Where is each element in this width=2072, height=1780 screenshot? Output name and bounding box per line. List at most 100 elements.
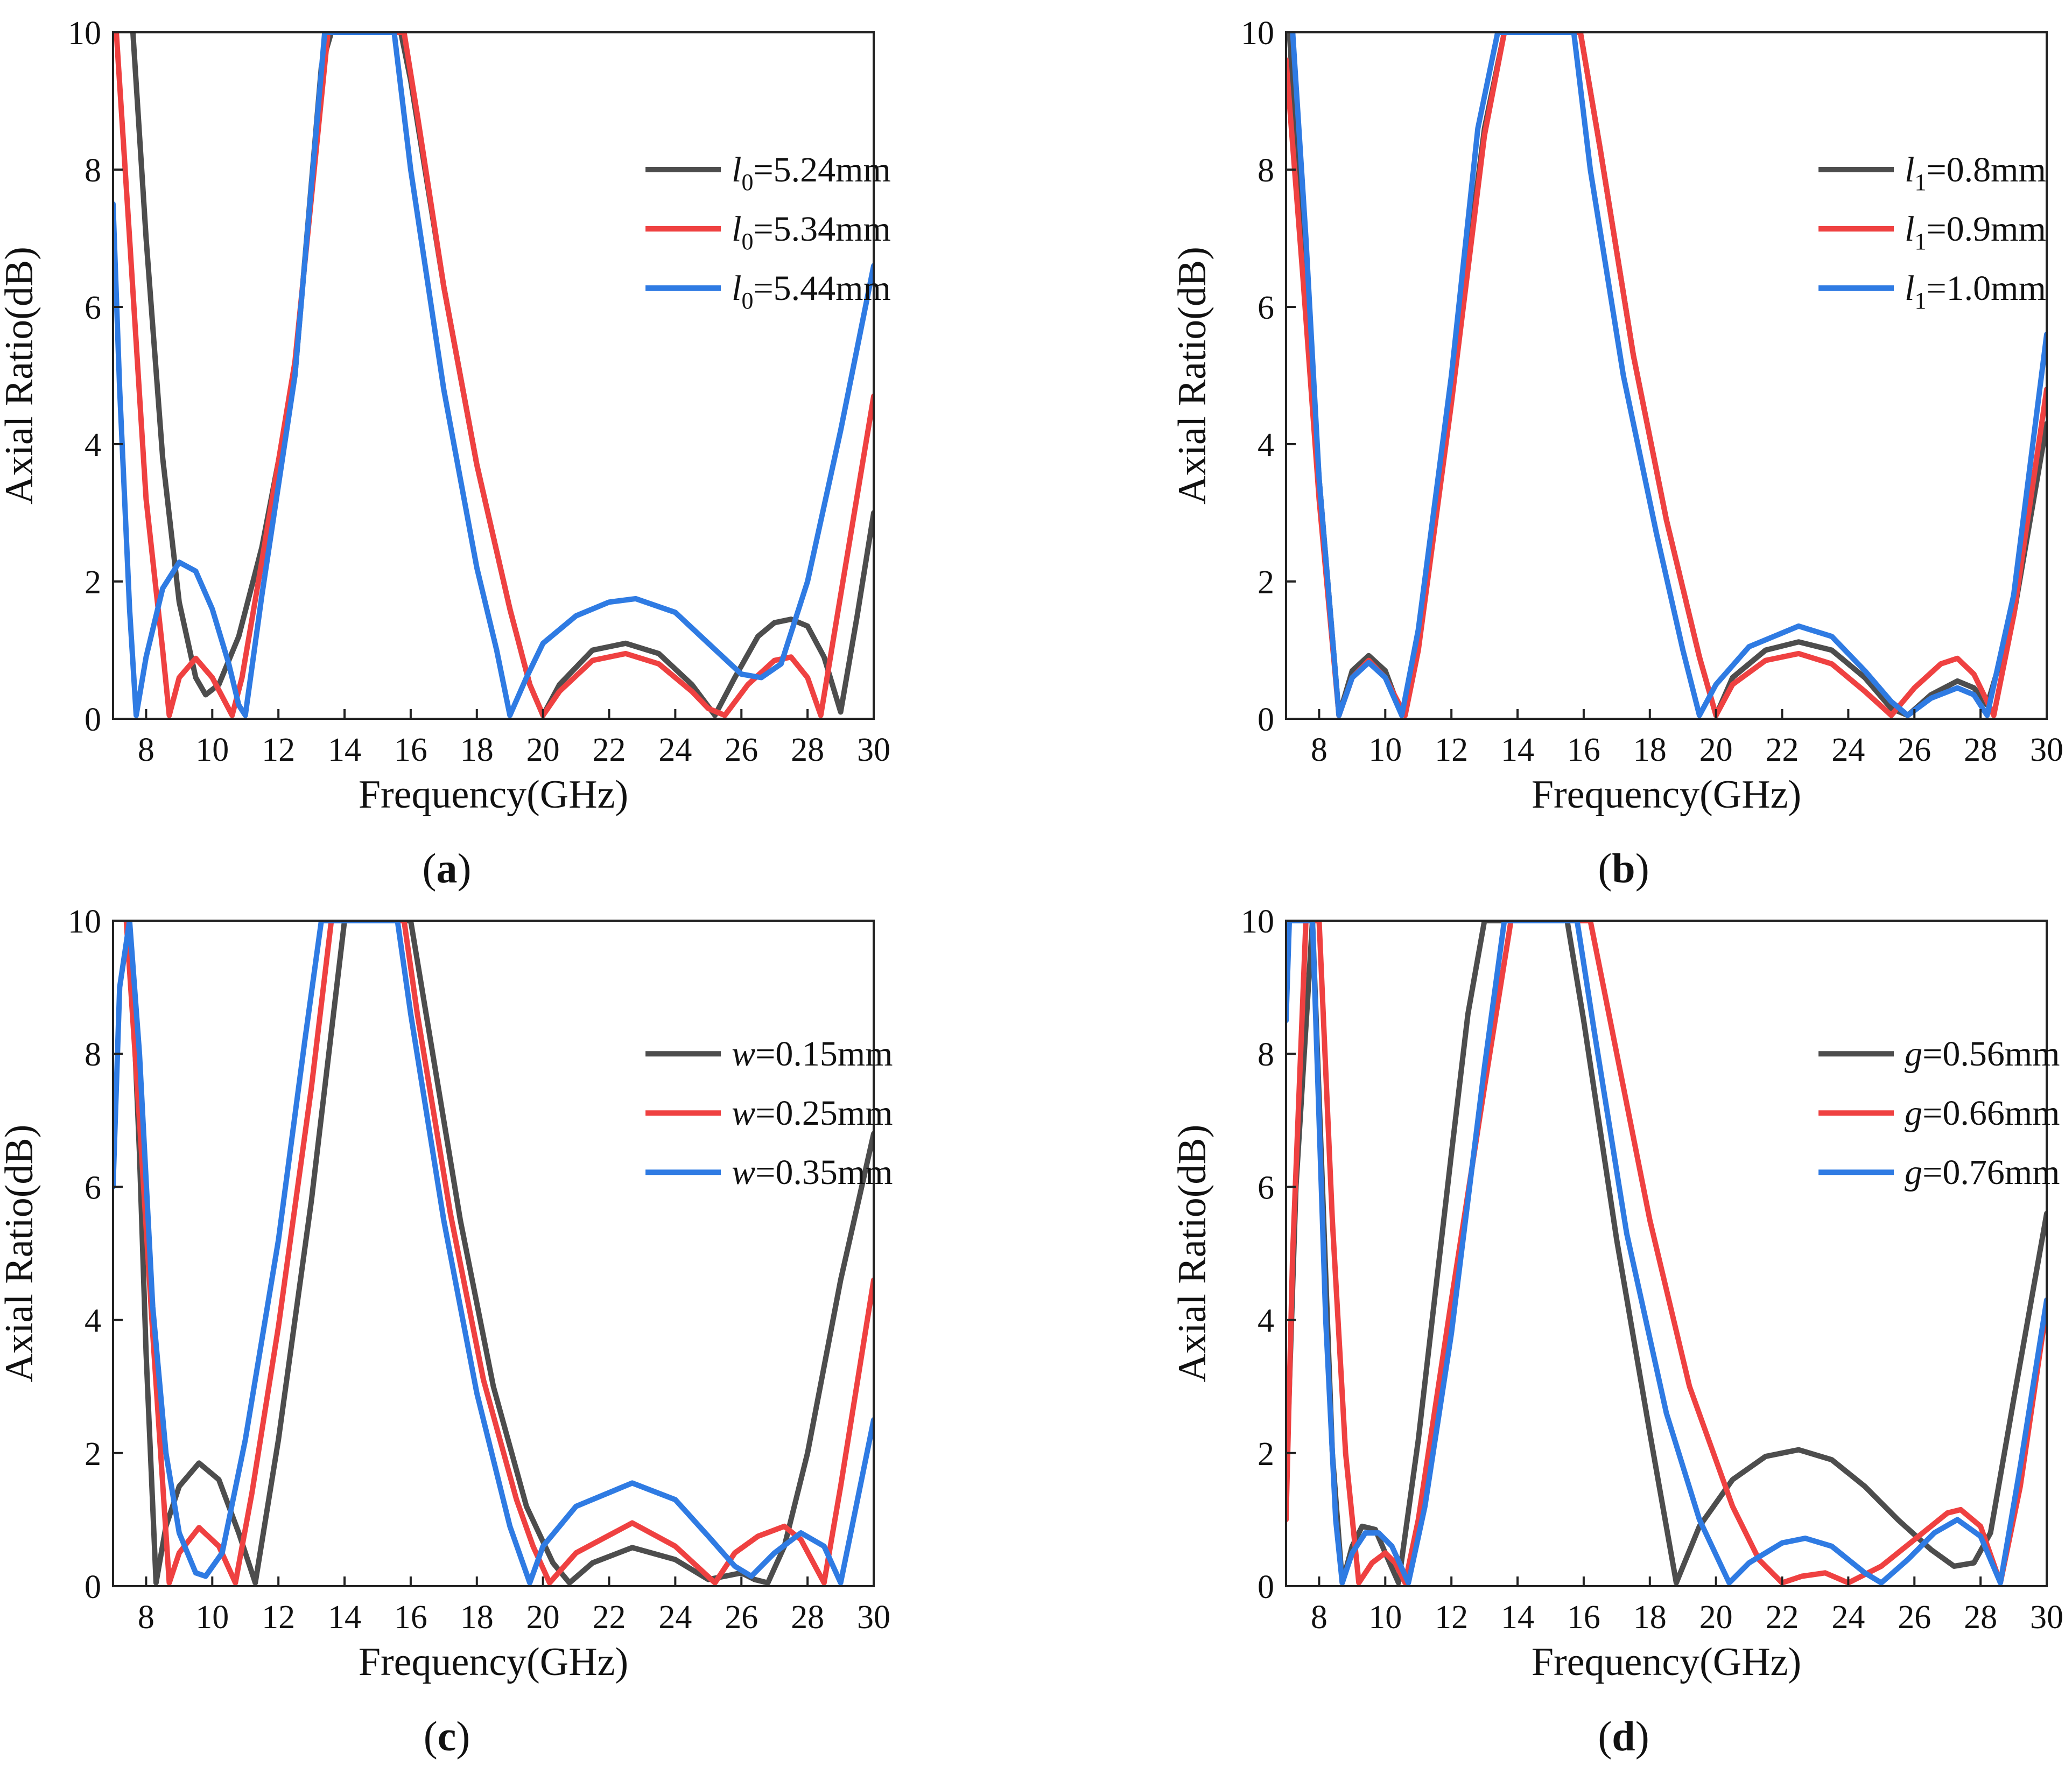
y-tick-label: 2 [1258,1436,1274,1473]
x-tick-label: 26 [1898,1599,1931,1636]
x-tick-label: 12 [262,1599,295,1636]
chart-panel-b: 8 10 12 14 16 18 20 22 24 26 28 300246810Frequency(… [1170,15,2063,817]
y-tick-label: 6 [1258,290,1274,326]
y-axis-label: Axial Ratio(dB) [1170,247,1214,504]
caption-d-letter: d [1612,1713,1635,1760]
y-axis-label: Axial Ratio(dB) [0,1125,41,1383]
x-tick-label: 10 [195,1599,229,1636]
x-tick-label: 30 [2030,1599,2063,1636]
y-tick-label: 2 [1258,564,1274,601]
x-tick-label: 14 [1501,1599,1534,1636]
series-line-3 [1286,921,2047,1586]
y-tick-label: 4 [85,427,101,464]
x-tick-label: 8 [1311,1599,1328,1636]
x-tick-label: 28 [791,732,824,768]
x-tick-label: 28 [1964,732,1997,768]
y-tick-label: 0 [85,1569,101,1606]
x-tick-label: 18 [1633,732,1667,768]
x-tick-label: 24 [1831,732,1865,768]
caption-c-letter: c [437,1713,456,1760]
plot-frame [112,31,875,720]
x-tick-label: 26 [1898,732,1931,768]
x-tick-label: 12 [1435,732,1468,768]
y-tick-label: 0 [85,702,101,738]
x-tick-label: 18 [460,732,494,768]
y-tick-label: 0 [1258,702,1274,738]
x-tick-label: 30 [857,1599,890,1636]
x-tick-label: 16 [394,732,427,768]
x-tick-label: 16 [1567,1599,1600,1636]
y-tick-label: 8 [1258,1036,1274,1073]
x-tick-label: 24 [658,1599,692,1636]
x-tick-label: 10 [195,732,229,768]
y-tick-label: 8 [1258,152,1274,189]
x-tick-label: 24 [658,732,692,768]
y-tick-label: 4 [1258,1303,1274,1340]
x-tick-label: 22 [593,1599,626,1636]
x-axis-label: Frequency(GHz) [1532,773,1801,817]
series-line-3 [113,921,874,1586]
x-axis-label: Frequency(GHz) [359,773,628,817]
legend-label-1: g=0.56mm [1905,1034,2060,1074]
caption-c: (c) [423,1713,470,1760]
series-group [1286,32,2047,718]
y-tick-label: 6 [1258,1169,1274,1206]
y-tick-label: 10 [68,15,101,52]
x-tick-label: 14 [328,732,361,768]
series-line-2 [114,32,874,718]
y-tick-label: 8 [85,1036,101,1073]
series-line-1 [1287,32,2047,718]
x-tick-label: 8 [1311,732,1328,768]
series-group [113,32,874,718]
legend-label-3: w=0.35mm [732,1153,893,1192]
x-tick-label: 26 [725,732,758,768]
legend-label-1: l0=5.24mm [732,150,891,195]
plot-frame [1285,920,2048,1587]
x-tick-label: 18 [460,1599,494,1636]
series-line-2 [1286,921,2047,1586]
x-tick-label: 20 [1699,732,1733,768]
x-tick-label: 26 [725,1599,758,1636]
x-tick-label: 10 [1368,732,1402,768]
legend-label-3: l1=1.0mm [1905,269,2046,314]
caption-a: (a) [422,845,472,892]
series-line-2 [1286,32,2047,718]
legend-label-3: l0=5.44mm [732,269,891,314]
y-tick-label: 2 [85,564,101,601]
x-tick-label: 22 [1766,732,1799,768]
caption-a-letter: a [436,845,458,892]
legend-label-2: w=0.25mm [732,1094,893,1133]
y-tick-label: 0 [1258,1569,1274,1606]
caption-b: (b) [1598,845,1649,892]
legend-label-3: g=0.76mm [1905,1153,2060,1192]
legend-label-2: l0=5.34mm [732,209,891,255]
legend-label-1: l1=0.8mm [1905,150,2046,195]
x-tick-label: 24 [1831,1599,1865,1636]
series-group [1286,921,2047,1586]
x-tick-label: 28 [1964,1599,1997,1636]
x-tick-label: 20 [526,732,560,768]
series-line-1 [1286,921,2047,1586]
y-tick-label: 2 [85,1436,101,1473]
x-tick-label: 20 [1699,1599,1733,1636]
series-line-3 [1290,32,2047,718]
plot-frame [1285,31,2048,720]
x-tick-label: 20 [526,1599,560,1636]
x-axis-label: Frequency(GHz) [359,1640,628,1684]
x-tick-label: 10 [1368,1599,1402,1636]
y-tick-label: 8 [85,152,101,189]
x-tick-label: 18 [1633,1599,1667,1636]
series-group [113,921,874,1586]
plot-frame [112,920,875,1587]
series-line-3 [113,32,874,718]
x-tick-label: 16 [394,1599,427,1636]
series-line-2 [123,921,874,1586]
legend-label-2: l1=0.9mm [1905,209,2046,255]
x-tick-label: 30 [857,732,890,768]
chart-panel-d: 8 10 12 14 16 18 20 22 24 26 28 300246810Frequency(… [1170,903,2063,1684]
x-tick-label: 30 [2030,732,2063,768]
x-tick-label: 22 [1766,1599,1799,1636]
y-tick-label: 10 [68,903,101,940]
x-tick-label: 12 [1435,1599,1468,1636]
